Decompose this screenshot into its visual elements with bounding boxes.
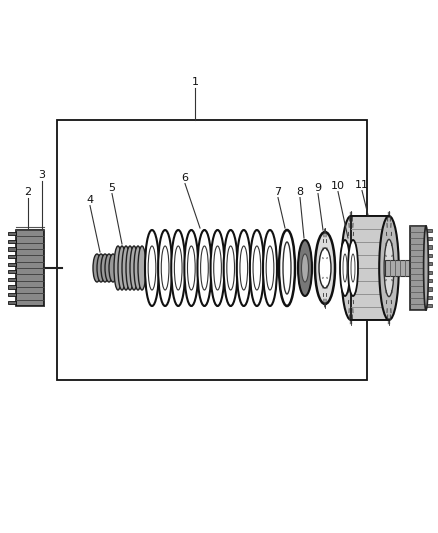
- Bar: [426, 271, 432, 274]
- Bar: [8, 301, 16, 304]
- Ellipse shape: [263, 230, 277, 306]
- Ellipse shape: [240, 246, 247, 290]
- Ellipse shape: [315, 232, 335, 304]
- Ellipse shape: [148, 246, 156, 290]
- Bar: [426, 296, 432, 299]
- Ellipse shape: [158, 230, 172, 306]
- Ellipse shape: [214, 246, 221, 290]
- Bar: [16, 230, 44, 306]
- Bar: [426, 287, 432, 290]
- Ellipse shape: [424, 226, 428, 310]
- Ellipse shape: [253, 246, 261, 290]
- Ellipse shape: [171, 230, 185, 306]
- Ellipse shape: [340, 240, 350, 296]
- Ellipse shape: [201, 246, 208, 290]
- Ellipse shape: [161, 246, 169, 290]
- Ellipse shape: [122, 246, 130, 290]
- Text: 3: 3: [39, 170, 46, 180]
- Ellipse shape: [126, 246, 134, 290]
- Ellipse shape: [351, 254, 355, 282]
- Ellipse shape: [184, 230, 198, 306]
- Ellipse shape: [118, 246, 126, 290]
- Ellipse shape: [250, 230, 264, 306]
- Bar: [8, 278, 16, 281]
- Ellipse shape: [283, 242, 291, 294]
- Ellipse shape: [109, 254, 117, 282]
- Bar: [8, 247, 16, 251]
- Ellipse shape: [227, 246, 234, 290]
- Ellipse shape: [145, 230, 159, 306]
- Bar: [426, 229, 432, 232]
- Bar: [426, 262, 432, 265]
- Text: 8: 8: [297, 187, 304, 197]
- Ellipse shape: [279, 230, 295, 306]
- Text: 2: 2: [25, 187, 32, 197]
- Text: 5: 5: [109, 183, 116, 193]
- Ellipse shape: [237, 230, 251, 306]
- Bar: [8, 293, 16, 296]
- Ellipse shape: [130, 246, 138, 290]
- Ellipse shape: [187, 246, 195, 290]
- Bar: [8, 232, 16, 236]
- Ellipse shape: [105, 254, 113, 282]
- Bar: [351, 216, 389, 320]
- Bar: [426, 304, 432, 308]
- Ellipse shape: [101, 254, 109, 282]
- Bar: [426, 245, 432, 249]
- Ellipse shape: [198, 230, 212, 306]
- Text: 11: 11: [355, 180, 369, 190]
- Text: 4: 4: [86, 195, 94, 205]
- Text: 1: 1: [191, 77, 198, 87]
- Ellipse shape: [174, 246, 182, 290]
- Ellipse shape: [298, 240, 312, 296]
- Bar: [8, 263, 16, 266]
- Ellipse shape: [266, 246, 274, 290]
- Bar: [426, 279, 432, 282]
- Ellipse shape: [97, 254, 105, 282]
- Ellipse shape: [341, 216, 361, 320]
- Ellipse shape: [224, 230, 238, 306]
- Text: 9: 9: [314, 183, 321, 193]
- Ellipse shape: [211, 230, 225, 306]
- Ellipse shape: [138, 246, 146, 290]
- Ellipse shape: [343, 254, 347, 282]
- Ellipse shape: [114, 246, 122, 290]
- Ellipse shape: [319, 248, 331, 288]
- Bar: [8, 270, 16, 273]
- Bar: [8, 255, 16, 258]
- Ellipse shape: [379, 216, 399, 320]
- Bar: [385, 260, 420, 276]
- Ellipse shape: [301, 254, 308, 282]
- Bar: [8, 240, 16, 243]
- Text: 10: 10: [331, 181, 345, 191]
- Bar: [410, 226, 426, 310]
- Ellipse shape: [384, 239, 394, 296]
- Bar: [8, 286, 16, 288]
- Ellipse shape: [134, 246, 142, 290]
- Text: 6: 6: [181, 173, 188, 183]
- Bar: [57, 120, 367, 380]
- Ellipse shape: [348, 240, 358, 296]
- Ellipse shape: [93, 254, 101, 282]
- Bar: [426, 254, 432, 257]
- Bar: [426, 237, 432, 240]
- Text: 7: 7: [275, 187, 282, 197]
